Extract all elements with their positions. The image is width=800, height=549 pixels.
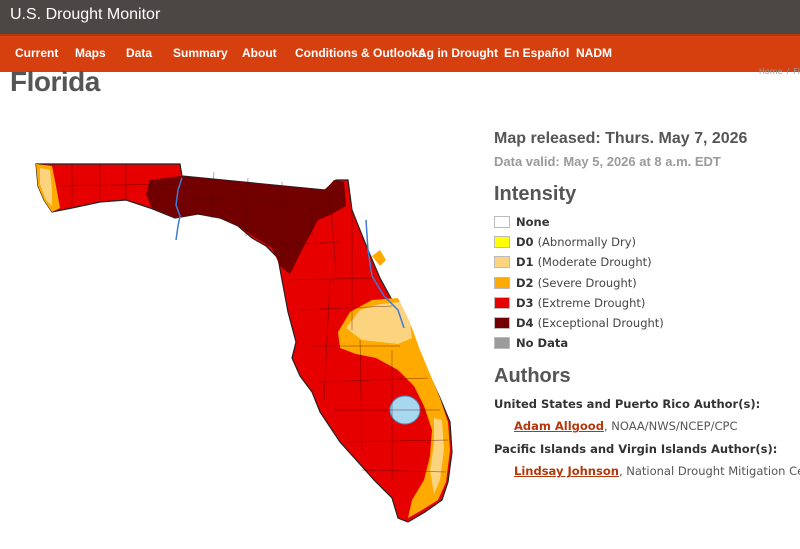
legend-desc: (Exceptional Drought) [537,316,664,331]
breadcrumb-current: Fl [793,67,800,76]
legend-desc: (Moderate Drought) [537,255,652,270]
legend-d4: D4 (Exceptional Drought) [494,313,800,333]
d2-central [338,298,450,518]
author-entry: Adam Allgood, NOAA/NWS/NCEP/CPC [494,419,800,433]
nav-about[interactable]: About [242,46,277,60]
d1-panhandle-west [40,168,52,206]
d1-central [346,302,412,344]
author-link-allgood[interactable]: Adam Allgood [514,419,604,434]
nav-nadm[interactable]: NADM [576,46,612,60]
top-bar: U.S. Drought Monitor [0,0,800,34]
county-lines [59,164,449,480]
legend-desc: (Extreme Drought) [537,295,646,310]
legend-none: None [494,212,800,232]
breadcrumb-separator: / [786,67,790,76]
nav-ag-in-drought[interactable]: Ag in Drought [418,46,498,60]
map-released-date: Map released: Thurs. May 7, 2026 [494,130,748,147]
nav-en-espanol[interactable]: En Español [504,46,570,60]
legend-code: D3 [516,295,534,310]
authors-heading: Authors [494,365,571,388]
legend-code: No Data [516,336,569,351]
legend-swatch-d4 [494,317,510,330]
legend-no-data: No Data [494,333,800,353]
breadcrumb: Home / Fl [759,67,800,76]
map-info-panel: Map released: Thurs. May 7, 2026 Data va… [494,130,800,478]
legend-code: D1 [516,255,534,270]
d4-big-bend [146,176,346,274]
legend-swatch-d3 [494,296,510,309]
drought-map [35,163,453,523]
author-group-title: United States and Puerto Rico Author(s): [494,397,761,412]
intensity-legend: None D0 (Abnormally Dry) D1 (Moderate Dr… [494,212,800,353]
author-link-johnson[interactable]: Lindsay Johnson [514,464,619,479]
author-affiliation: , NOAA/NWS/NCEP/CPC [603,419,738,434]
nav-summary[interactable]: Summary [173,46,228,60]
legend-swatch-d0 [494,236,510,249]
legend-swatch-no-data [494,337,510,350]
legend-code: D4 [516,316,534,331]
author-entry: Lindsay Johnson, National Drought Mitiga… [494,464,800,478]
legend-desc: (Abnormally Dry) [537,235,637,250]
legend-swatch-d1 [494,256,510,269]
nav-maps[interactable]: Maps [75,46,106,60]
st-johns-river [365,219,405,329]
legend-desc: (Severe Drought) [537,275,637,290]
d1-southeast-coast [430,418,444,494]
legend-swatch-d2 [494,276,510,289]
nav-current[interactable]: Current [15,46,59,60]
data-valid-date: Data valid: May 5, 2026 at 8 a.m. EDT [494,154,721,169]
legend-d0: D0 (Abnormally Dry) [494,232,800,252]
legend-code: D0 [516,235,534,250]
nav-data[interactable]: Data [126,46,153,60]
intensity-heading: Intensity [494,183,577,205]
legend-swatch-none [494,216,510,229]
legend-code: None [516,215,550,230]
author-group-title: Pacific Islands and Virgin Islands Autho… [494,442,778,457]
legend-d1: D1 (Moderate Drought) [494,252,800,272]
florida-outline [35,163,453,523]
legend-d3: D3 (Extreme Drought) [494,293,800,313]
d2-northeast-spot [372,250,386,266]
nav-conditions-outlooks[interactable]: Conditions & Outlooks [295,46,425,60]
author-affiliation: , National Drought Mitigation Center [618,464,800,479]
legend-d2: D2 (Severe Drought) [494,273,800,293]
breadcrumb-home[interactable]: Home [758,67,783,76]
page-title: Florida [10,66,100,97]
apalachicola-river [175,177,183,241]
legend-code: D2 [516,275,534,290]
main-nav: Current Maps Data Summary About Conditio… [0,34,800,72]
site-title[interactable]: U.S. Drought Monitor [10,6,161,23]
